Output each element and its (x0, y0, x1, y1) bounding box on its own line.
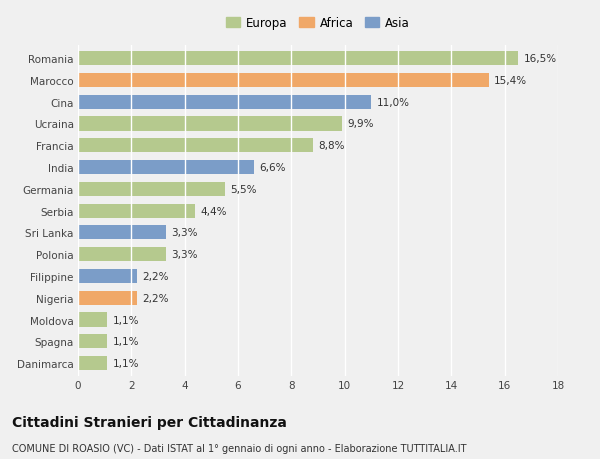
Bar (78, 269, 137, 284)
Text: 4,4%: 4,4% (200, 206, 227, 216)
Bar (78, 117, 342, 131)
Text: 11,0%: 11,0% (377, 97, 410, 107)
Text: 3,3%: 3,3% (172, 250, 198, 260)
Bar (78, 95, 371, 110)
Text: 8,8%: 8,8% (318, 141, 344, 151)
Bar (78, 226, 166, 240)
Bar (78, 356, 107, 370)
Bar (78, 204, 196, 218)
Bar (78, 139, 313, 153)
Text: 2,2%: 2,2% (142, 293, 169, 303)
Text: 6,6%: 6,6% (259, 162, 286, 173)
Text: 9,9%: 9,9% (347, 119, 374, 129)
Text: 3,3%: 3,3% (172, 228, 198, 238)
Text: 5,5%: 5,5% (230, 185, 257, 195)
Bar (78, 291, 137, 305)
Bar (78, 313, 107, 327)
Text: 15,4%: 15,4% (494, 76, 527, 86)
Bar (78, 247, 166, 262)
Bar (78, 182, 224, 196)
Bar (78, 52, 518, 66)
Text: COMUNE DI ROASIO (VC) - Dati ISTAT al 1° gennaio di ogni anno - Elaborazione TUT: COMUNE DI ROASIO (VC) - Dati ISTAT al 1°… (12, 443, 467, 453)
Bar (78, 161, 254, 175)
Text: 1,1%: 1,1% (113, 358, 139, 368)
Text: 16,5%: 16,5% (523, 54, 556, 64)
Text: 2,2%: 2,2% (142, 271, 169, 281)
Text: 1,1%: 1,1% (113, 315, 139, 325)
Text: 1,1%: 1,1% (113, 336, 139, 347)
Bar (78, 73, 488, 88)
Text: Cittadini Stranieri per Cittadinanza: Cittadini Stranieri per Cittadinanza (12, 415, 287, 429)
Legend: Europa, Africa, Asia: Europa, Africa, Asia (223, 13, 413, 34)
Bar (78, 335, 107, 349)
